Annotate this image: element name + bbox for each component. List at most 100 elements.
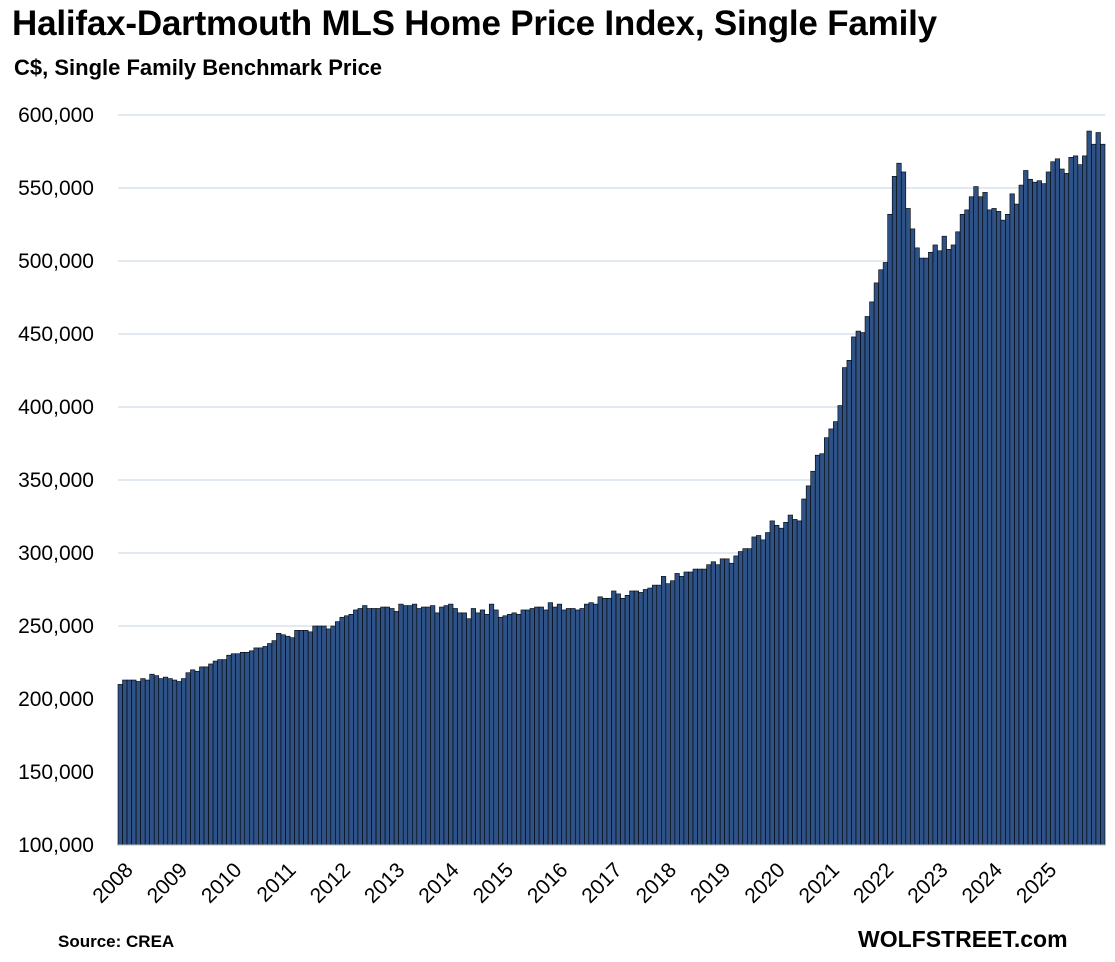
bar xyxy=(774,524,780,846)
bar xyxy=(357,608,363,846)
bar xyxy=(217,659,223,846)
bar xyxy=(1027,178,1033,846)
bar xyxy=(239,651,246,846)
bar xyxy=(769,520,775,846)
bar xyxy=(724,558,730,846)
bar xyxy=(126,679,132,846)
bar xyxy=(208,663,214,846)
bar xyxy=(493,609,499,846)
bar xyxy=(538,606,544,846)
x-tick-label: 2015 xyxy=(469,858,518,907)
bar xyxy=(1086,130,1092,846)
bar xyxy=(339,616,345,846)
bar xyxy=(620,597,626,846)
y-tick-label: 350,000 xyxy=(18,469,94,492)
bar xyxy=(928,251,934,846)
bar xyxy=(733,555,739,846)
wolfstreet-watermark: WOLFSTREET.com xyxy=(858,926,1068,952)
bar xyxy=(384,606,390,846)
bar xyxy=(584,603,590,846)
bar xyxy=(982,192,988,846)
bar xyxy=(1063,173,1070,846)
x-tick-label: 2020 xyxy=(740,858,789,907)
bar xyxy=(1009,193,1015,846)
bar xyxy=(706,564,712,846)
bar xyxy=(887,213,893,846)
bar xyxy=(959,213,965,846)
bar xyxy=(683,571,689,846)
bar xyxy=(307,631,313,846)
bar xyxy=(212,660,218,846)
bar xyxy=(470,608,476,846)
bar xyxy=(421,606,427,846)
bar xyxy=(941,235,947,846)
bar xyxy=(891,176,898,846)
bar xyxy=(1054,158,1061,846)
bar xyxy=(914,247,920,846)
bar xyxy=(330,625,336,846)
bar xyxy=(665,583,671,846)
bar xyxy=(1068,157,1074,846)
bar xyxy=(285,635,291,846)
bar xyxy=(710,561,716,846)
bar xyxy=(593,603,599,846)
bar xyxy=(670,580,676,846)
bar xyxy=(221,659,227,846)
bar xyxy=(946,249,952,846)
y-tick-label: 450,000 xyxy=(18,323,94,346)
bar xyxy=(919,257,925,846)
bar xyxy=(149,673,155,846)
x-tick-label: 2010 xyxy=(197,858,246,907)
bar xyxy=(199,666,205,846)
bar xyxy=(579,608,585,846)
bar xyxy=(466,618,472,846)
bar xyxy=(633,590,639,846)
x-axis-ticks: 2008 2009 2010 2011 2012 2013 2014 2015 2016 2017… xyxy=(88,858,1061,908)
x-tick-label: 2019 xyxy=(686,858,735,907)
bar xyxy=(294,630,300,846)
bar xyxy=(479,609,486,846)
bar xyxy=(1000,219,1006,846)
bar xyxy=(529,608,535,846)
bar xyxy=(1032,181,1038,846)
bar xyxy=(335,621,341,846)
bar xyxy=(611,590,617,846)
x-tick-label: 2013 xyxy=(360,858,409,907)
bar xyxy=(502,615,508,846)
x-tick-label: 2022 xyxy=(849,858,898,907)
bar xyxy=(728,562,735,846)
bar xyxy=(552,606,558,846)
bar xyxy=(1045,171,1051,846)
bar xyxy=(140,678,146,846)
bar xyxy=(375,608,381,846)
bar xyxy=(498,616,504,846)
chart-subtitle: C$, Single Family Benchmark Price xyxy=(14,55,383,80)
bar xyxy=(425,606,431,846)
y-axis-ticks: 100,000 150,000 200,000 250,000 300,000 350,0… xyxy=(18,104,94,857)
bar xyxy=(443,605,449,846)
bar xyxy=(411,603,418,846)
bar xyxy=(1041,183,1047,846)
bar xyxy=(864,316,870,846)
bar xyxy=(565,608,572,846)
bar xyxy=(950,244,956,846)
bar xyxy=(787,514,793,846)
bar xyxy=(896,162,902,846)
bar xyxy=(964,209,970,846)
y-tick-label: 300,000 xyxy=(18,542,94,565)
bar xyxy=(991,208,997,846)
bar xyxy=(484,614,490,846)
bar xyxy=(298,630,304,846)
bar xyxy=(452,608,458,846)
bar xyxy=(855,330,861,846)
bar xyxy=(167,678,173,846)
bar xyxy=(638,592,644,846)
bar xyxy=(810,470,816,846)
bar xyxy=(996,211,1002,846)
bar xyxy=(194,670,200,846)
bar xyxy=(910,228,916,846)
bar xyxy=(869,301,875,846)
bar xyxy=(122,679,128,846)
bar xyxy=(1077,164,1083,846)
bar xyxy=(393,611,400,846)
